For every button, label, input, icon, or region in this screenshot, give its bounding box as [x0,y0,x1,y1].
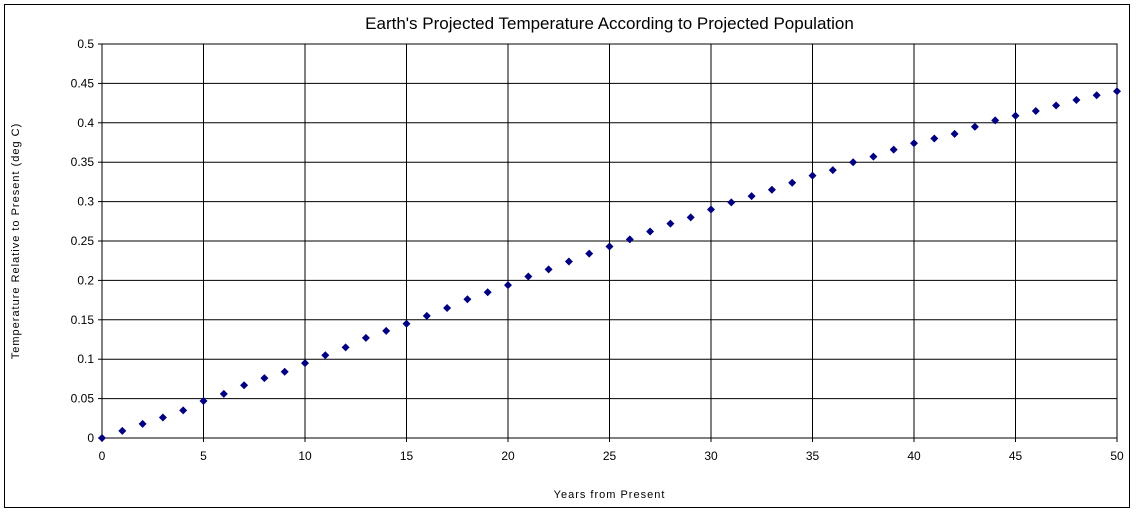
y-tick-label: 0.1 [77,352,94,366]
data-point [361,333,370,342]
x-axis-title: Years from Present [554,489,666,501]
data-point [463,295,472,304]
x-tick-labels: 0 5 10 15 20 25 30 35 40 45 50 [99,449,1124,463]
y-tick-labels: 0 0.05 0.1 0.15 0.2 0.25 0.3 0.35 0.4 0.45 0.5 [71,37,95,445]
data-point [849,158,858,167]
data-point [240,381,249,390]
data-point [443,303,452,312]
data-point [727,198,736,207]
data-point [321,351,330,360]
data-point [788,178,797,187]
y-tick-label: 0.5 [77,37,94,51]
data-point [1113,87,1121,96]
x-tick-label: 40 [907,449,921,463]
x-tick-label: 50 [1110,449,1124,463]
data-point [158,413,167,422]
y-tick-label: 0.3 [77,195,94,209]
data-point [828,166,837,175]
data-point [646,227,655,236]
data-point [1072,95,1081,104]
data-point [524,272,533,281]
data-point [991,116,1000,125]
data-point [625,235,634,244]
data-point [605,242,614,251]
data-point [950,129,959,138]
data-point [747,192,756,201]
chart-svg: Earth's Projected Temperature According … [10,14,1124,501]
data-point [1052,101,1061,110]
data-point [179,406,188,415]
data-point [422,311,431,320]
x-tick-label: 35 [806,449,820,463]
y-tick-label: 0.35 [71,155,95,169]
data-point [544,265,553,274]
data-point [280,367,289,376]
data-point [118,426,127,435]
y-tick-label: 0.4 [77,116,94,130]
x-tick-label: 5 [200,449,207,463]
data-point [199,396,208,405]
data-point [260,374,269,383]
data-point [1031,106,1040,115]
data-point [402,319,411,328]
data-point [1092,91,1101,100]
x-tick-label: 25 [603,449,617,463]
x-tick-label: 15 [400,449,414,463]
y-axis-title: Temperature Relative to Present (deg C) [10,123,22,359]
y-tick-label: 0 [87,431,94,445]
data-point [707,205,715,214]
x-tick-label: 45 [1009,449,1023,463]
data-point [585,249,594,258]
x-tick-label: 30 [704,449,718,463]
data-point [504,281,512,290]
data-point [341,343,350,352]
grid-lines [98,43,1118,442]
data-point [1011,111,1020,120]
data-points [98,87,1121,442]
data-point [301,359,309,368]
data-point [219,389,228,398]
data-point [686,213,695,222]
data-point [869,152,878,161]
data-point [889,145,898,154]
x-tick-label: 20 [501,449,515,463]
data-point [970,122,979,131]
chart-frame: Earth's Projected Temperature According … [4,4,1130,508]
data-point [483,288,492,297]
data-point [564,257,573,266]
data-point [910,139,918,148]
y-tick-label: 0.45 [71,76,95,90]
y-tick-label: 0.05 [71,392,95,406]
data-point [808,171,817,180]
x-tick-label: 10 [298,449,312,463]
data-point [138,419,147,428]
data-point [382,326,391,335]
y-tick-label: 0.15 [71,313,95,327]
data-point [666,219,675,228]
data-point [767,185,776,194]
x-tick-label: 0 [99,449,106,463]
chart-title: Earth's Projected Temperature According … [365,14,854,33]
data-point [930,134,939,143]
data-point [98,434,106,442]
y-tick-label: 0.25 [71,234,95,248]
y-tick-label: 0.2 [77,273,94,287]
